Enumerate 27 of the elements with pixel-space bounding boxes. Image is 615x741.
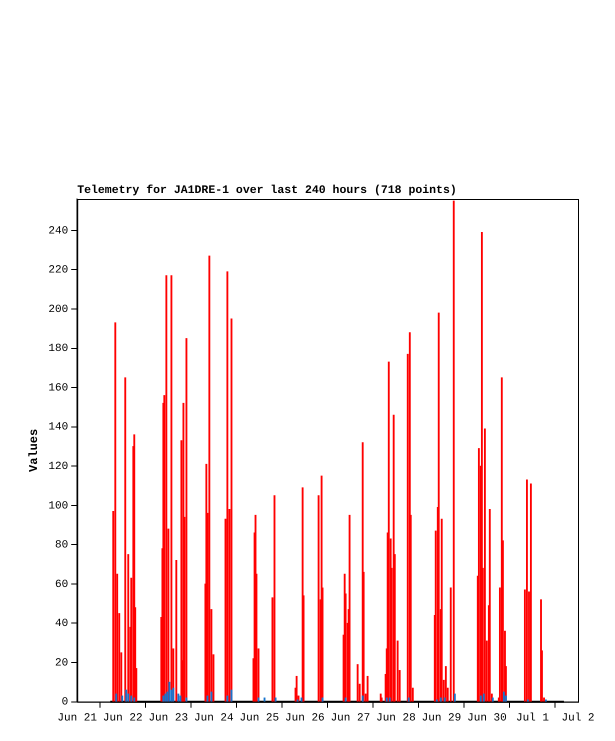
x-tick-label: Jun 27 bbox=[330, 712, 370, 724]
x-tick-label: Jun 29 bbox=[422, 712, 462, 724]
x-tick-label: Jun 24 bbox=[194, 712, 234, 724]
y-tick-label: 60 bbox=[55, 578, 68, 591]
y-axis-title: Values bbox=[27, 428, 42, 472]
y-tick-label: 240 bbox=[48, 225, 68, 238]
x-tick-label: Jun 30 bbox=[467, 712, 507, 724]
y-tick-label: 160 bbox=[48, 382, 68, 394]
x-tick-label: Jun 21 bbox=[57, 712, 98, 724]
x-tick-label: Jun 28 bbox=[376, 712, 416, 724]
x-tick-label: Jun 22 bbox=[102, 712, 143, 724]
y-tick-label: 100 bbox=[48, 500, 68, 512]
x-tick-label: Jul 2 bbox=[561, 712, 595, 724]
y-tick-label: 140 bbox=[48, 422, 68, 434]
y-tick-label: 0 bbox=[62, 696, 68, 709]
y-tick-label: 20 bbox=[55, 657, 68, 670]
y-tick-label: 40 bbox=[55, 618, 68, 630]
y-tick-label: 120 bbox=[48, 461, 68, 474]
x-tick-label: Jul 1 bbox=[516, 712, 550, 724]
x-tick-label: Jun 23 bbox=[148, 712, 188, 724]
y-tick-label: 200 bbox=[48, 304, 68, 316]
y-tick-label: 180 bbox=[48, 343, 68, 356]
y-tick-label: 220 bbox=[48, 264, 68, 277]
chart-title: Telemetry for JA1DRE-1 over last 240 hours (718 points) bbox=[77, 184, 457, 198]
y-tick-label: 80 bbox=[55, 540, 68, 552]
x-tick-label: Jun 25 bbox=[240, 712, 280, 724]
x-tick-label: Jun 26 bbox=[285, 712, 325, 724]
